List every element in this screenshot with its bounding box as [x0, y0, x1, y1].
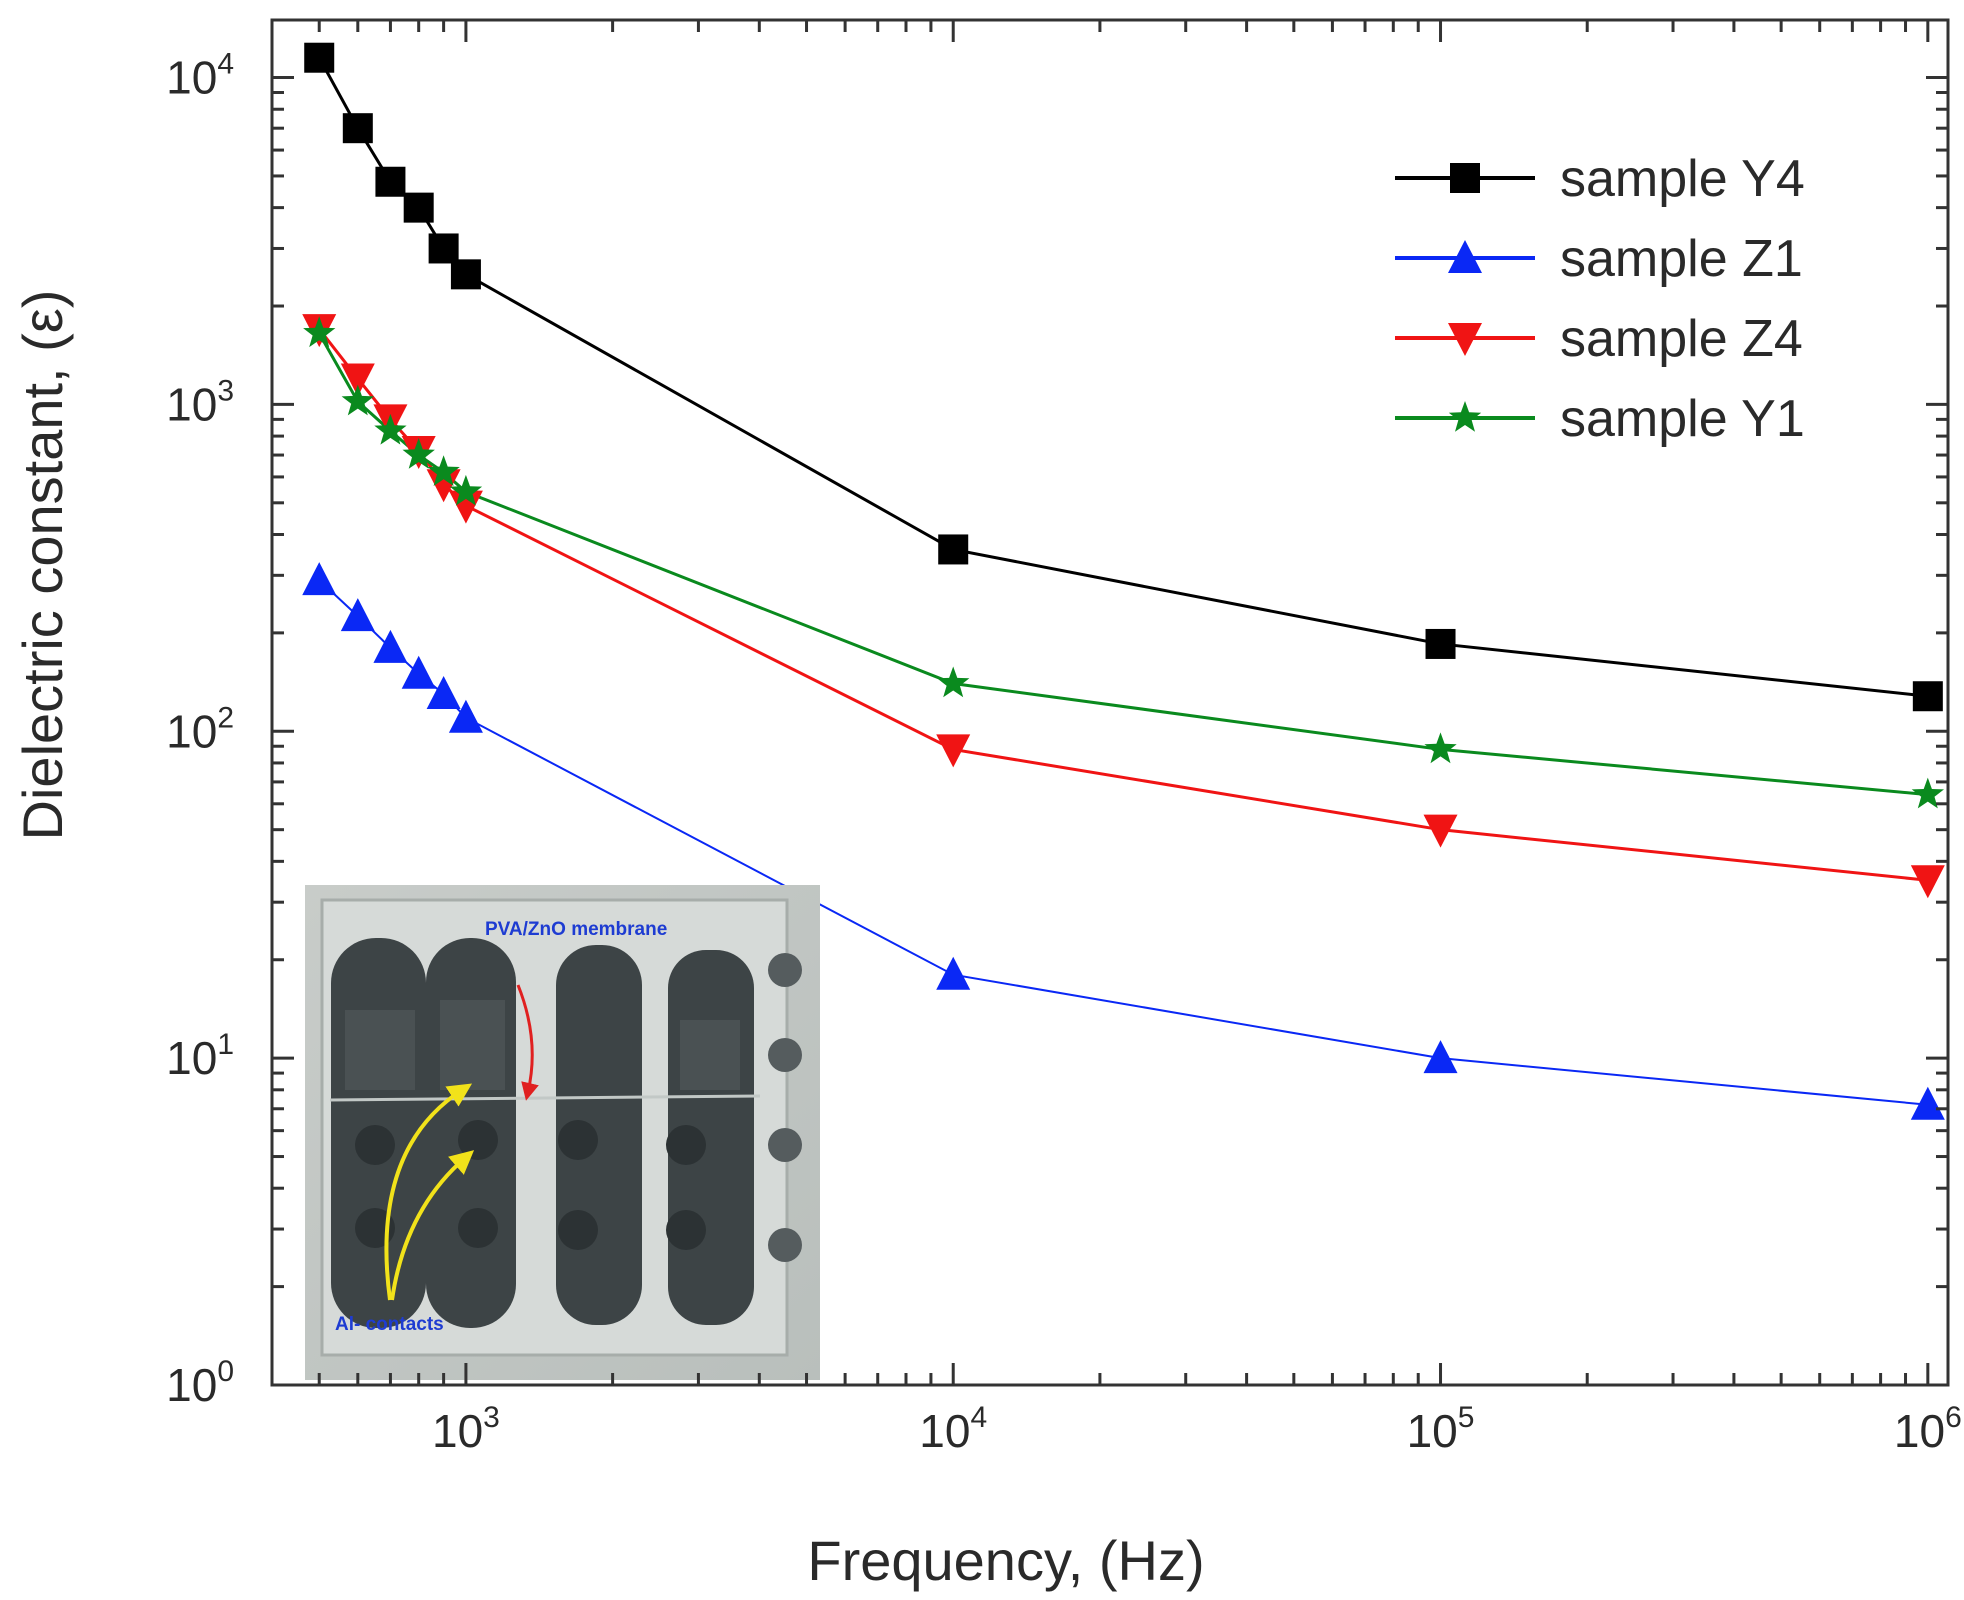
data-point-sample-y4: [450, 259, 481, 290]
y-tick-label: 104: [166, 48, 234, 104]
data-point-sample-y1: [937, 666, 970, 698]
data-point-sample-y4: [342, 113, 373, 144]
x-axis-label: Frequency, (Hz): [807, 1529, 1204, 1592]
data-point-sample-y4: [304, 42, 335, 73]
data-point-sample-y1: [1424, 732, 1457, 764]
data-point-sample-z4: [340, 363, 375, 397]
legend-marker: [1448, 401, 1482, 432]
legend-marker: [1450, 163, 1480, 193]
data-point-sample-y1: [341, 384, 374, 416]
data-point-sample-z1: [373, 629, 408, 663]
data-point-sample-z1: [1910, 1086, 1945, 1120]
x-tick-label: 103: [432, 1401, 500, 1457]
contact-arrow-2: [390, 1150, 475, 1301]
axis-tick-labels: 103 104 105 106 100 101 102 103 104: [166, 48, 1962, 1457]
membrane-edge: [329, 1094, 761, 1102]
data-point-sample-z4: [1423, 814, 1458, 848]
y-tick-label: 103: [166, 374, 234, 430]
legend-label: sample Y4: [1560, 150, 1805, 208]
data-point-sample-z4: [448, 490, 483, 524]
data-point-sample-y1: [303, 316, 336, 348]
x-tick-label: 104: [919, 1401, 987, 1457]
legend-label: sample Y1: [1560, 390, 1805, 448]
data-point-sample-y4: [1425, 628, 1456, 659]
y-tick-label: 102: [166, 701, 234, 757]
data-point-sample-y4: [938, 534, 969, 565]
inset-photo: PVA/ZnO membrane Al- contacts: [305, 885, 820, 1380]
data-point-sample-y1: [427, 455, 460, 486]
series-markers: [302, 42, 1945, 1120]
legend-marker: [1448, 240, 1482, 273]
data-point-sample-y4: [1912, 681, 1943, 712]
data-point-sample-z1: [1423, 1040, 1458, 1074]
data-point-sample-y4: [375, 166, 406, 197]
data-point-sample-z1: [401, 655, 436, 689]
y-axis-label: Dielectric constant, (ε): [11, 290, 74, 841]
data-point-sample-y1: [374, 413, 407, 445]
data-point-sample-y1: [449, 474, 483, 506]
legend-label: sample Z1: [1560, 230, 1803, 288]
data-point-sample-y1: [402, 438, 435, 469]
data-point-sample-z1: [302, 562, 337, 596]
data-point-sample-z1: [426, 676, 461, 710]
x-tick-label: 106: [1894, 1401, 1962, 1457]
contact-arrow-1: [384, 1083, 473, 1301]
plot-border: [270, 18, 1950, 1387]
x-tick-label: 105: [1407, 1401, 1475, 1457]
membrane-arrow: [516, 984, 539, 1101]
membrane-texture: [345, 1000, 740, 1090]
legend: sample Y4 sample Z1 sample Z4 sample Y1: [1395, 150, 1805, 448]
inset-label-membrane: PVA/ZnO membrane: [485, 919, 667, 940]
axis-ticks: [270, 20, 1948, 1387]
data-point-sample-z1: [340, 598, 375, 632]
legend-label: sample Z4: [1560, 310, 1803, 368]
data-point-sample-z1: [448, 699, 483, 733]
legend-marker: [1448, 323, 1482, 356]
data-point-sample-z4: [936, 734, 971, 768]
data-point-sample-y4: [428, 233, 459, 264]
y-tick-label: 101: [166, 1028, 234, 1084]
data-point-sample-z4: [1910, 865, 1945, 899]
y-tick-label: 100: [166, 1355, 234, 1411]
data-point-sample-z1: [936, 956, 971, 990]
data-point-sample-y4: [403, 192, 434, 223]
data-point-sample-z4: [426, 469, 461, 503]
inset-label-contacts: Al- contacts: [335, 1314, 444, 1335]
data-point-sample-y1: [1911, 777, 1944, 809]
plot-frame: [270, 18, 1950, 1387]
